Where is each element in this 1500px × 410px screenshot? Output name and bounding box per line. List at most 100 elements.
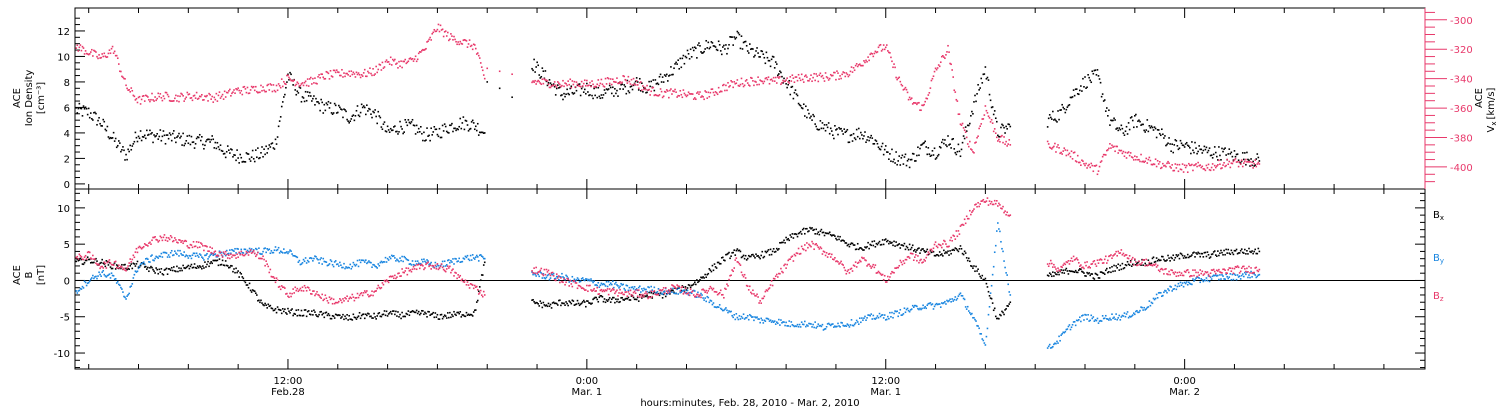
data-point (426, 127, 428, 129)
data-point (1122, 150, 1125, 153)
data-point (1076, 319, 1079, 322)
data-point (222, 264, 225, 266)
data-point (403, 131, 405, 133)
data-point (653, 286, 656, 289)
data-point (204, 144, 206, 147)
data-point (715, 267, 718, 269)
data-point (218, 258, 221, 260)
data-point (885, 240, 888, 243)
data-point (144, 265, 147, 268)
data-point (942, 255, 944, 257)
data-point (304, 90, 307, 93)
data-point (957, 113, 960, 116)
data-point (715, 306, 718, 309)
data-point (685, 291, 688, 294)
data-point (498, 70, 501, 73)
data-point (110, 267, 113, 270)
data-point (1201, 165, 1204, 168)
data-point (415, 124, 418, 127)
data-point (186, 265, 189, 268)
data-point (573, 278, 576, 281)
data-point (986, 327, 989, 330)
data-point (863, 60, 865, 62)
data-point (977, 268, 979, 270)
data-point (542, 274, 545, 277)
data-point (611, 296, 614, 299)
data-point (330, 317, 333, 320)
data-point (1192, 149, 1194, 152)
data-point (1137, 158, 1139, 161)
data-point (970, 114, 972, 117)
data-point (916, 305, 918, 308)
data-point (97, 275, 99, 277)
data-point (861, 64, 863, 67)
data-point (1110, 318, 1112, 321)
data-point (585, 305, 587, 308)
data-point (693, 46, 696, 49)
data-point (167, 254, 170, 256)
data-point (723, 44, 725, 47)
data-point (315, 82, 317, 85)
data-point (829, 127, 832, 130)
data-point (724, 259, 726, 262)
data-point (952, 248, 955, 251)
data-point (429, 139, 431, 142)
data-point (328, 263, 331, 265)
data-point (579, 85, 582, 88)
data-point (395, 130, 397, 133)
data-point (1248, 274, 1250, 276)
data-point (376, 287, 379, 290)
data-point (78, 289, 81, 292)
data-point (1130, 315, 1133, 318)
data-point (374, 109, 376, 111)
data-point (83, 280, 86, 283)
data-point (1056, 340, 1058, 343)
data-point (1166, 291, 1168, 294)
data-point (826, 77, 829, 79)
data-point (1122, 315, 1125, 317)
data-point (153, 134, 155, 136)
data-point (829, 233, 832, 236)
data-point (157, 241, 160, 243)
data-point (1081, 315, 1083, 317)
data-point (1195, 147, 1197, 149)
data-point (83, 261, 86, 264)
data-point (580, 287, 583, 290)
data-point (871, 53, 874, 55)
data-point (444, 315, 447, 317)
data-point (845, 242, 848, 244)
data-point (810, 227, 812, 230)
data-point (991, 273, 994, 276)
data-point (567, 278, 569, 281)
data-point (977, 325, 979, 327)
data-point (188, 254, 191, 257)
data-point (894, 245, 896, 247)
data-point (288, 296, 290, 299)
data-point (1121, 314, 1124, 317)
data-point (1170, 150, 1172, 153)
data-point (305, 262, 308, 264)
data-point (462, 280, 465, 283)
data-point (154, 257, 156, 260)
data-point (551, 273, 554, 276)
data-point (233, 154, 235, 156)
data-point (619, 81, 621, 83)
data-point (932, 250, 935, 253)
data-point (1251, 161, 1253, 164)
data-point (1214, 166, 1217, 169)
data-point (341, 68, 343, 71)
data-point (367, 293, 369, 296)
data-point (404, 119, 407, 121)
data-point (1103, 273, 1106, 276)
data-point (672, 73, 674, 76)
data-point (818, 233, 821, 236)
data-point (994, 244, 997, 247)
data-point (634, 298, 637, 301)
data-point (540, 267, 543, 270)
data-point (161, 256, 164, 258)
data-point (323, 260, 326, 263)
data-point (362, 105, 365, 107)
data-point (1005, 308, 1007, 310)
data-point (91, 277, 93, 279)
data-point (617, 295, 619, 297)
